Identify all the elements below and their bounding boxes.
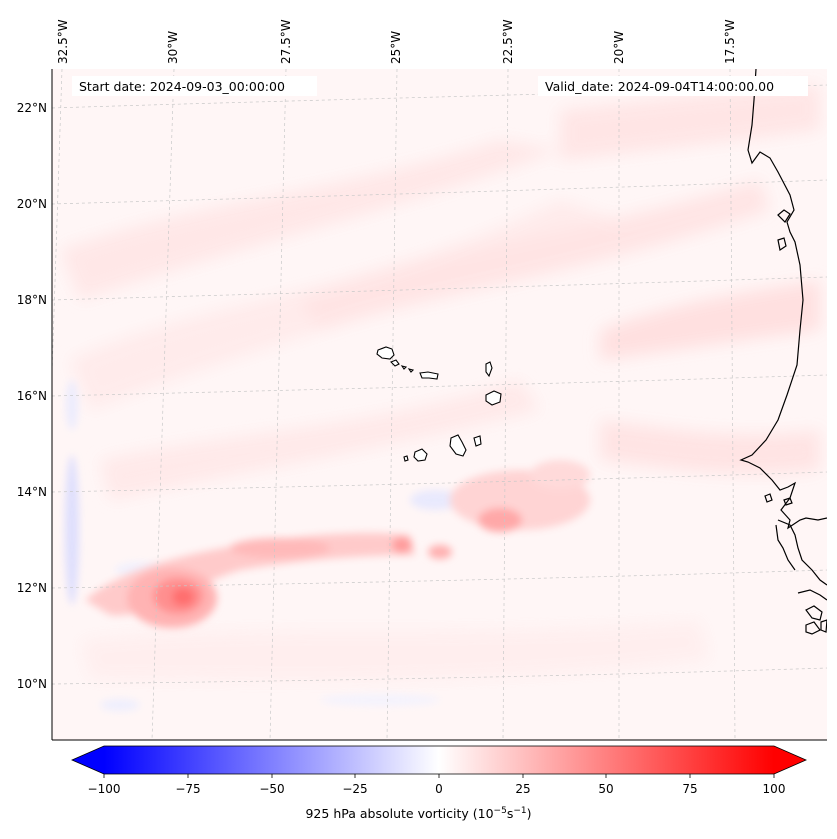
colorbar: −100 −75 −50 −25 0 25 50 75 100 [71, 745, 807, 796]
africa-coastline [739, 69, 827, 635]
colorbar-tick: −100 [88, 782, 121, 796]
colorbar-label: 925 hPa absolute vorticity (10−5s−1) [305, 806, 532, 822]
start-date-box [72, 76, 317, 96]
lat-label: 12°N [17, 581, 47, 595]
lon-label: 27.5°W [279, 19, 293, 64]
lat-label: 10°N [17, 677, 47, 691]
lon-label: 32.5°W [56, 19, 70, 64]
lon-label: 30°W [166, 31, 180, 64]
valid-date-text: Valid_date: 2024-09-04T14:00:00.00 [545, 79, 774, 94]
colorbar-min-extend [72, 746, 104, 774]
colorbar-tick: 0 [435, 782, 443, 796]
lat-label: 20°N [17, 197, 47, 211]
colorbar-tick: −50 [259, 782, 284, 796]
lon-label: 25°W [389, 31, 403, 64]
lon-label: 22.5°W [501, 19, 515, 64]
colorbar-tick: 100 [763, 782, 786, 796]
lon-label: 17.5°W [723, 19, 737, 64]
start-date-text: Start date: 2024-09-03_00:00:00 [79, 79, 285, 94]
colorbar-tick: −75 [175, 782, 200, 796]
colorbar-gradient [104, 746, 774, 774]
lat-label: 14°N [17, 485, 47, 499]
colorbar-max-extend [774, 746, 806, 774]
lon-label: 20°W [612, 31, 626, 64]
graticule [52, 69, 827, 740]
colorbar-tick: −25 [342, 782, 367, 796]
colorbar-tick: 25 [515, 782, 530, 796]
latitude-labels: 22°N 20°N 18°N 16°N 14°N 12°N 10°N [17, 101, 47, 691]
longitude-labels: 32.5°W 30°W 27.5°W 25°W 22.5°W 20°W 17.5… [56, 19, 737, 64]
lat-label: 18°N [17, 293, 47, 307]
vorticity-field [52, 69, 827, 740]
colorbar-tick: 50 [598, 782, 613, 796]
colorbar-tick: 75 [682, 782, 697, 796]
lat-label: 16°N [17, 389, 47, 403]
cape-verde-islands [376, 346, 502, 462]
valid-date-box [538, 76, 808, 96]
lat-label: 22°N [17, 101, 47, 115]
